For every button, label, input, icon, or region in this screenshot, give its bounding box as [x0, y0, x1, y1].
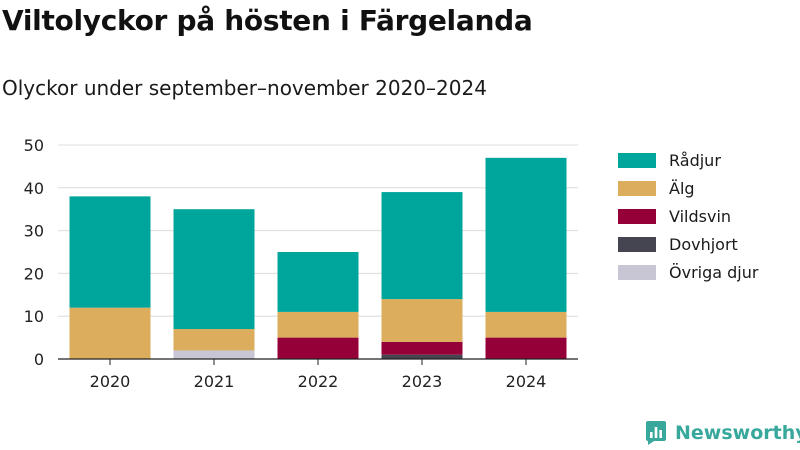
x-tick-label: 2024 — [506, 372, 547, 391]
bar-segment — [173, 209, 255, 330]
x-tick-label: 2020 — [90, 372, 131, 391]
legend-item: Övriga djur — [618, 258, 758, 286]
y-tick-label: 20 — [24, 264, 44, 283]
bar-segment — [277, 311, 359, 338]
x-tick-label: 2022 — [298, 372, 339, 391]
y-tick-label: 30 — [24, 222, 44, 241]
legend-item: Dovhjort — [618, 230, 758, 258]
chart-title: Viltolyckor på hösten i Färgelanda — [2, 4, 533, 37]
y-tick-label: 10 — [24, 307, 44, 326]
bars — [69, 157, 567, 359]
newsworthy-logo-icon — [646, 421, 666, 445]
legend-label: Övriga djur — [669, 262, 759, 282]
bar-segment — [381, 192, 463, 300]
legend-swatch — [618, 264, 656, 280]
bar-segment — [69, 307, 151, 359]
bar-segment — [69, 196, 151, 308]
legend-label: Vildsvin — [669, 206, 732, 226]
bar-segment — [381, 299, 463, 342]
brand-logo: Newsworthy — [645, 420, 800, 446]
legend-item: Älg — [618, 174, 758, 202]
legend-swatch — [618, 180, 656, 196]
legend-label: Älg — [669, 178, 695, 198]
legend-label: Rådjur — [669, 150, 721, 170]
x-tick-label: 2021 — [194, 372, 235, 391]
bar-segment — [485, 337, 567, 359]
x-tick-label: 2023 — [402, 372, 443, 391]
brand-name: Newsworthy — [675, 422, 800, 444]
legend-label: Dovhjort — [669, 234, 738, 254]
bar-segment — [277, 337, 359, 359]
legend-item: Vildsvin — [618, 202, 758, 230]
y-tick-label: 40 — [24, 179, 44, 198]
bar-segment — [277, 252, 359, 312]
axes: 0 10 20 30 40 50 2020 2021 2022 2023 2024 — [24, 136, 578, 391]
legend-swatch — [618, 208, 656, 224]
legend-item: Rådjur — [618, 146, 758, 174]
chart-subtitle: Olyckor under september–november 2020–20… — [2, 76, 487, 100]
bar-segment — [173, 329, 255, 351]
bar-segment — [173, 350, 255, 359]
legend-swatch — [618, 152, 656, 168]
y-tick-label: 0 — [34, 350, 44, 369]
chart-legend: Rådjur Älg Vildsvin Dovhjort Övriga djur — [618, 146, 758, 286]
legend-swatch — [618, 236, 656, 252]
bar-segment — [485, 157, 567, 312]
bar-segment — [381, 354, 463, 359]
bar-segment — [485, 311, 567, 338]
y-tick-label: 50 — [24, 136, 44, 155]
bar-segment — [381, 341, 463, 355]
